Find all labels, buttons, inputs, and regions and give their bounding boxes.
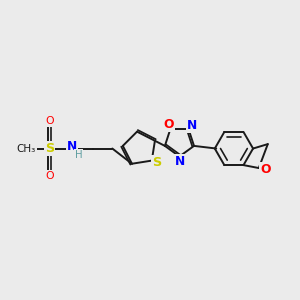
- Text: H: H: [75, 150, 82, 160]
- Text: O: O: [45, 171, 54, 181]
- Text: O: O: [164, 118, 174, 131]
- Text: O: O: [260, 163, 271, 176]
- Text: O: O: [45, 116, 54, 126]
- Text: N: N: [67, 140, 77, 153]
- Text: N: N: [175, 155, 185, 168]
- Text: S: S: [152, 156, 162, 169]
- Text: N: N: [187, 119, 197, 132]
- Text: S: S: [45, 142, 54, 155]
- Text: CH₃: CH₃: [17, 143, 36, 154]
